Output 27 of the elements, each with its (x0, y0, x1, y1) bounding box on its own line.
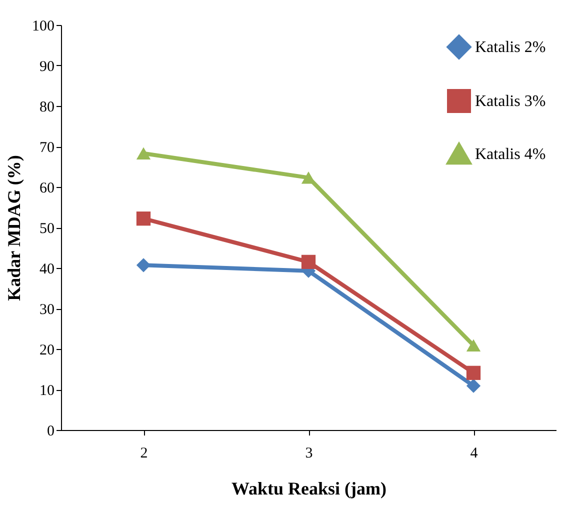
x-tick-label: 4 (470, 446, 478, 462)
point (301, 254, 316, 269)
point (301, 172, 316, 184)
x-tick-label: 2 (140, 446, 148, 462)
point (136, 212, 151, 226)
y-tick-label: 60 (40, 180, 54, 196)
point (136, 258, 151, 272)
legend-label: Katalis 3% (475, 93, 546, 110)
y-tick-label: 40 (40, 262, 54, 278)
legend-label: Katalis 2% (475, 39, 546, 56)
legend-label: Katalis 4% (475, 146, 546, 163)
y-tick-label: 10 (40, 383, 54, 399)
y-tick-label: 0 (47, 424, 54, 440)
y-tick-label: 30 (40, 302, 54, 318)
y-axis-title: Kadar MDAG (%) (4, 155, 24, 301)
point (466, 339, 481, 352)
point (466, 366, 481, 380)
point (136, 147, 151, 160)
x-tick-label: 3 (305, 446, 313, 462)
y-tick-label: 50 (40, 221, 54, 237)
y-tick-label: 70 (40, 140, 54, 156)
y-tick-label: 20 (40, 342, 54, 358)
y-tick-label: 90 (40, 59, 54, 75)
y-tick-label: 80 (40, 100, 54, 116)
point (466, 378, 481, 393)
x-axis-title: Waktu Reaksi (jam) (231, 478, 387, 498)
y-tick-label: 100 (32, 18, 54, 34)
